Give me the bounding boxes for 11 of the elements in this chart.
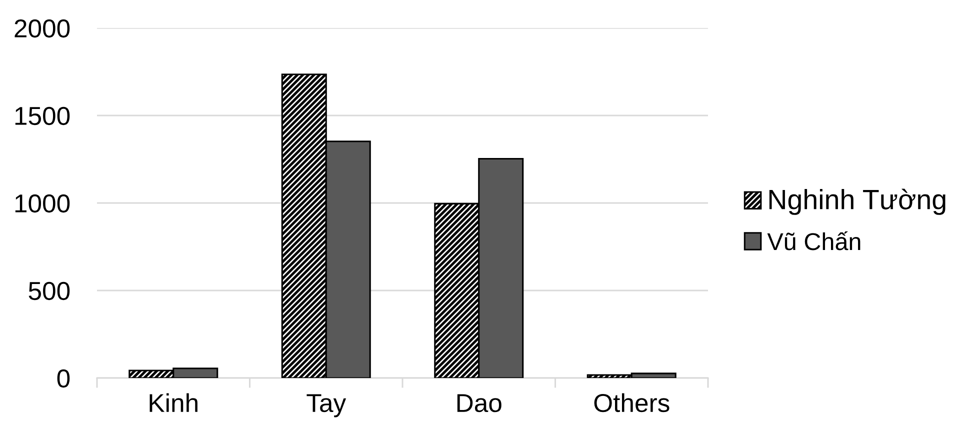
y-tick-label: 1500 (15, 106, 70, 126)
y-tick-label: 1000 (15, 194, 70, 213)
legend-label: Nghinh Tường (769, 188, 946, 215)
x-tick-label: Others (594, 393, 670, 412)
y-tick-label: 0 (57, 369, 70, 388)
legend-label: Vũ Chấn (767, 231, 860, 250)
y-tick-label: 2000 (14, 19, 70, 38)
x-tick-label: Dao (457, 394, 502, 412)
x-tick-label: Tay (306, 394, 346, 418)
x-tick-label: Kinh (150, 393, 198, 412)
y-tick-label: 500 (28, 282, 70, 300)
